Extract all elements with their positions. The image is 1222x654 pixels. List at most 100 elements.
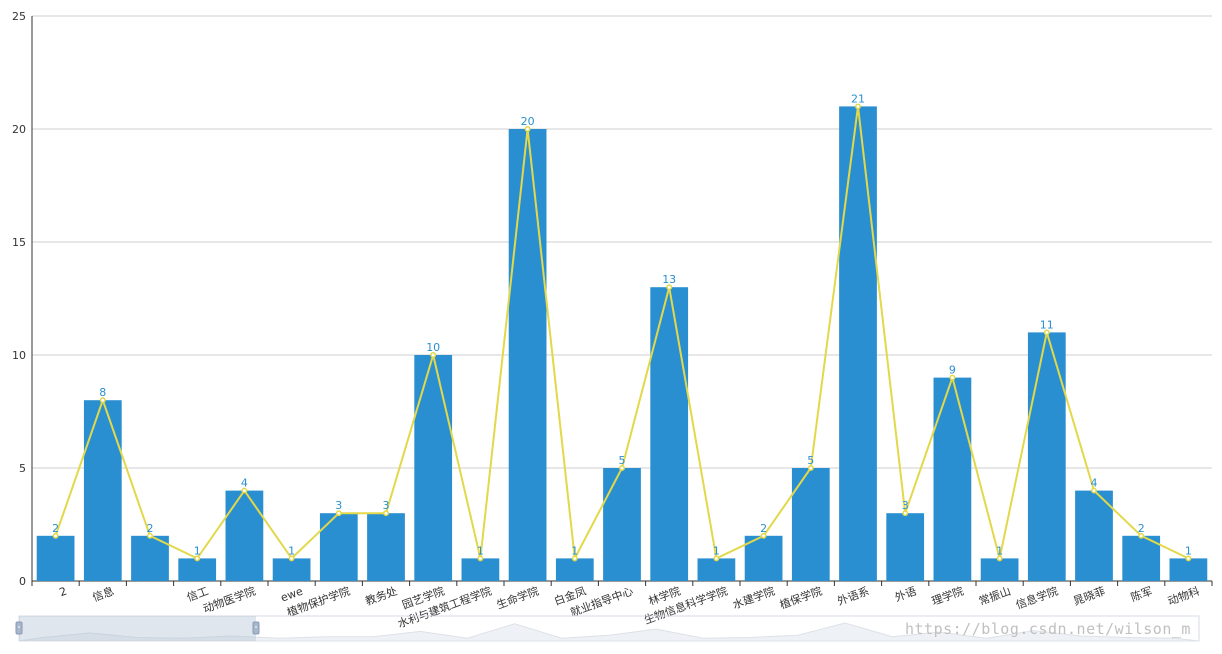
bar[interactable] — [603, 468, 641, 581]
line-point[interactable] — [949, 374, 956, 381]
bar[interactable] — [367, 513, 405, 581]
bar[interactable] — [414, 355, 453, 581]
data-label: 1 — [713, 544, 720, 557]
line-point[interactable] — [996, 555, 1003, 562]
line-point[interactable] — [619, 465, 625, 471]
line-point[interactable] — [288, 555, 295, 562]
bar[interactable] — [744, 535, 783, 581]
bar[interactable] — [886, 513, 925, 581]
line-point[interactable] — [383, 510, 389, 517]
data-label: 13 — [662, 273, 676, 286]
x-tick-label: 常振山 — [977, 584, 1013, 608]
line-point[interactable] — [524, 126, 531, 132]
data-label: 2 — [760, 522, 767, 535]
bar[interactable] — [225, 490, 264, 581]
x-tick-label: 生命学院 — [494, 584, 540, 612]
line-point[interactable] — [52, 532, 59, 539]
bar[interactable] — [1169, 558, 1208, 581]
bar[interactable] — [791, 468, 830, 581]
data-label: 9 — [949, 364, 956, 377]
x-tick-label: 教务处 — [364, 585, 399, 609]
data-label: 21 — [851, 92, 865, 105]
data-label: 1 — [1185, 544, 1192, 557]
data-label: 1 — [288, 544, 295, 557]
bar[interactable] — [461, 558, 500, 581]
x-tick-label: 水建学院 — [730, 584, 776, 612]
data-label: 5 — [619, 454, 626, 467]
bar[interactable] — [1027, 332, 1066, 581]
line-point[interactable] — [430, 352, 437, 358]
line-point[interactable] — [571, 555, 578, 562]
datazoom-handle[interactable] — [15, 621, 23, 635]
line-point[interactable] — [902, 510, 909, 517]
bar[interactable] — [83, 400, 122, 581]
watermark: https://blog.csdn.net/wilson_m — [905, 620, 1191, 638]
data-label: 1 — [477, 544, 484, 557]
line-point[interactable] — [666, 284, 673, 291]
x-tick-label: 信息 — [90, 584, 115, 605]
datazoom-preview — [18, 622, 1200, 642]
y-tick-label: 15 — [12, 236, 26, 249]
x-tick-label: 2 — [58, 585, 69, 600]
bar[interactable] — [697, 558, 736, 581]
bar[interactable] — [1122, 535, 1161, 581]
line-point[interactable] — [99, 397, 106, 404]
bar[interactable] — [650, 287, 689, 581]
line-point[interactable] — [760, 532, 767, 539]
data-label: 11 — [1040, 318, 1054, 331]
line-point[interactable] — [713, 555, 720, 562]
data-label: 3 — [383, 499, 390, 512]
y-tick-label: 0 — [19, 575, 26, 588]
x-tick-label: 陈军 — [1129, 584, 1154, 605]
data-label: 20 — [521, 115, 535, 128]
bar[interactable] — [839, 106, 877, 582]
bar[interactable] — [131, 535, 169, 581]
bar[interactable] — [508, 129, 547, 581]
data-label: 2 — [52, 522, 59, 535]
data-label: 8 — [99, 386, 106, 399]
x-tick-label: 动物医学院 — [201, 584, 257, 616]
bar[interactable] — [1075, 490, 1113, 581]
bar[interactable] — [319, 513, 358, 581]
line-point[interactable] — [1185, 555, 1192, 562]
datazoom-selected-range[interactable] — [19, 616, 256, 641]
x-tick-label: 理学院 — [930, 584, 966, 608]
data-label: 4 — [241, 477, 248, 490]
data-label: 10 — [426, 341, 440, 354]
data-label: 3 — [335, 499, 342, 512]
line-point[interactable] — [855, 103, 861, 110]
x-tick-label: 外语 — [893, 585, 918, 605]
line-point[interactable] — [1091, 487, 1097, 494]
x-tick-label: 动物科 — [1166, 584, 1202, 608]
line-point[interactable] — [807, 465, 814, 471]
bar[interactable] — [555, 558, 594, 581]
y-tick-label: 5 — [19, 462, 26, 475]
data-label: 2 — [1138, 522, 1145, 535]
bar[interactable] — [272, 558, 311, 581]
x-tick-label: 信息学院 — [1014, 584, 1060, 612]
data-label: 1 — [194, 544, 201, 557]
line-point[interactable] — [335, 510, 342, 517]
x-tick-label: 晁晓菲 — [1072, 585, 1107, 609]
bar[interactable] — [36, 535, 75, 581]
bar[interactable] — [933, 377, 972, 581]
y-tick-label: 20 — [12, 123, 26, 136]
data-label: 1 — [996, 544, 1003, 557]
x-tick-label: 植保学院 — [778, 584, 824, 612]
x-tick-label: 外语系 — [836, 585, 871, 609]
line-point[interactable] — [477, 555, 484, 562]
data-label: 2 — [147, 522, 154, 535]
line-point[interactable] — [147, 532, 153, 539]
data-label: 5 — [807, 454, 814, 467]
bar[interactable] — [980, 558, 1019, 581]
y-tick-label: 25 — [12, 10, 26, 23]
line-point[interactable] — [1138, 532, 1145, 539]
datazoom-handle[interactable] — [252, 621, 260, 635]
bar[interactable] — [178, 558, 217, 581]
line-point[interactable] — [194, 555, 201, 562]
line-point[interactable] — [1043, 329, 1050, 336]
data-label: 1 — [571, 544, 578, 557]
line-point[interactable] — [241, 487, 248, 494]
